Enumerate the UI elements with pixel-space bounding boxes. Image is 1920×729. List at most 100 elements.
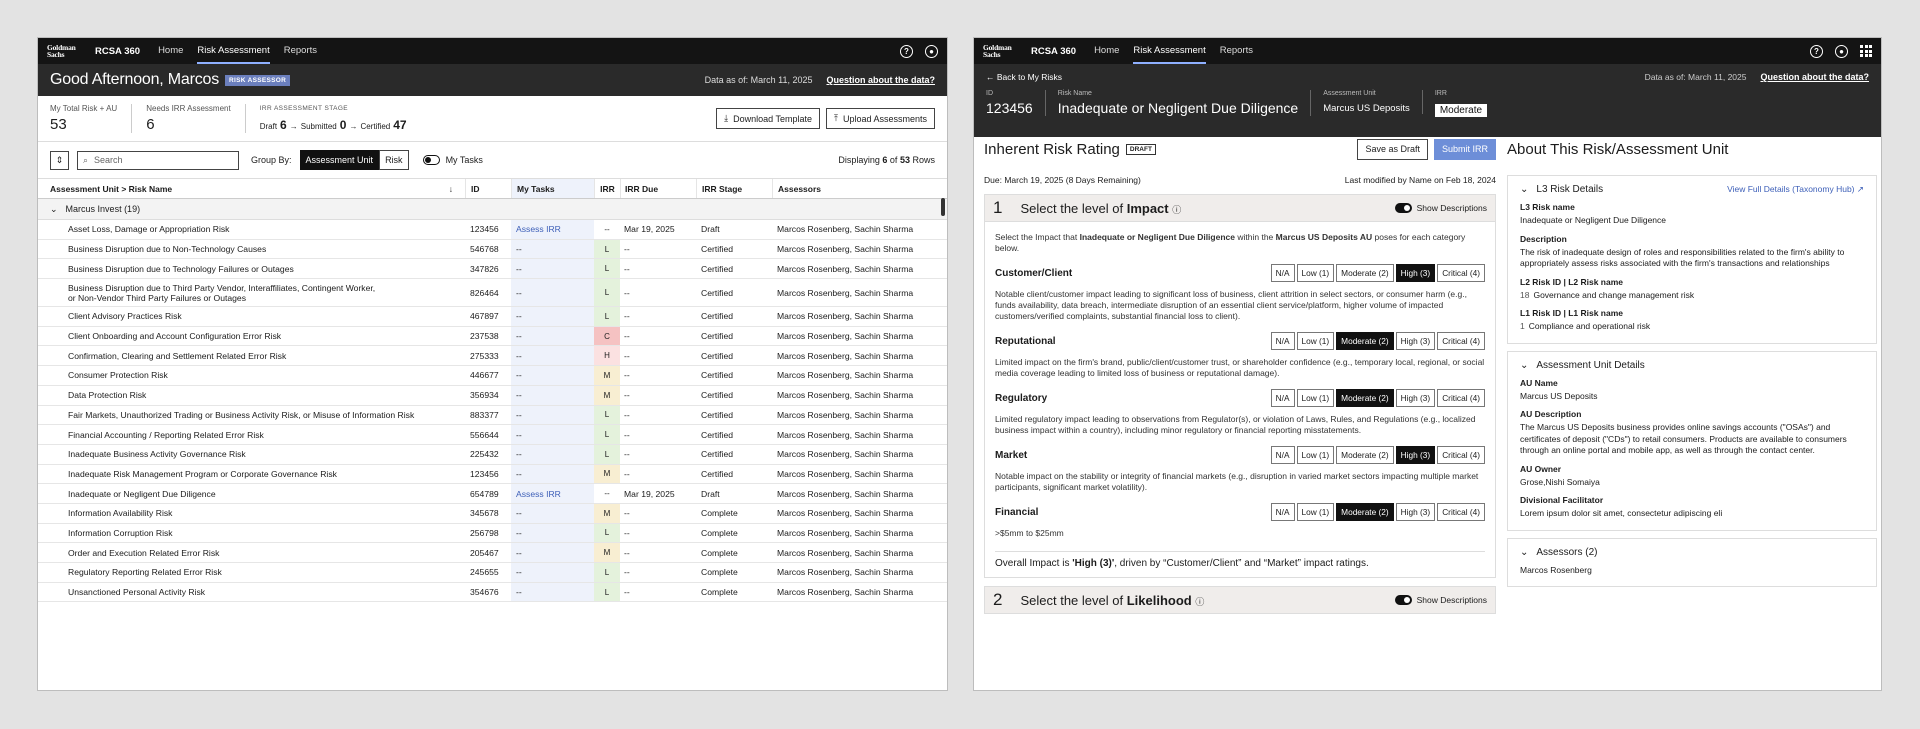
table-row[interactable]: Business Disruption due to Third Party V… (38, 279, 947, 308)
chevron-down-icon[interactable]: ⌄ (1520, 546, 1529, 558)
show-descriptions-toggle[interactable] (1394, 595, 1412, 605)
rating-option[interactable]: Critical (4) (1437, 264, 1485, 282)
table-row[interactable]: Unsanctioned Personal Activity Risk 35467… (38, 582, 947, 603)
table-row[interactable]: Asset Loss, Damage or Appropriation Risk… (38, 220, 947, 240)
rating-option[interactable]: N/A (1270, 389, 1295, 407)
goldman-sachs-logo[interactable]: Goldman Sachs (47, 43, 76, 59)
table-row[interactable]: Information Corruption Risk 256798 -- L -- Co… (38, 523, 947, 544)
impact-category: Reputational N/A Low (1) Moderate (2) High (… (995, 332, 1485, 379)
rating-option[interactable]: Critical (4) (1437, 446, 1485, 464)
nav-home[interactable]: Home (158, 45, 184, 56)
table-row[interactable]: Client Onboarding and Account Configurat… (38, 326, 947, 347)
stage-cell: Complete (701, 547, 738, 558)
show-descriptions-toggle[interactable] (1394, 203, 1412, 213)
chevron-down-icon[interactable]: ⌄ (1520, 184, 1529, 195)
nav-risk-assessment[interactable]: Risk Assessment (197, 38, 270, 64)
stage-cell: Certified (701, 449, 733, 460)
rating-option[interactable]: Critical (4) (1437, 389, 1485, 407)
question-link[interactable]: Question about the data? (1760, 72, 1869, 82)
rating-option[interactable]: N/A (1270, 503, 1295, 521)
group-by-risk[interactable]: Risk (379, 150, 409, 170)
back-link[interactable]: ← Back to My Risks (986, 72, 1063, 82)
group-by-assessment-unit[interactable]: Assessment Unit (299, 150, 380, 170)
irr-cell: -- (594, 484, 620, 503)
table-row[interactable]: Confirmation, Clearing and Settlement Re… (38, 346, 947, 367)
id-cell: 345678 (470, 508, 499, 519)
rating-option[interactable]: High (3) (1395, 446, 1436, 464)
rating-option[interactable]: Moderate (2) (1336, 389, 1394, 407)
nav-home[interactable]: Home (1094, 45, 1120, 56)
rating-option[interactable]: Low (1) (1296, 264, 1335, 282)
app-grid-icon[interactable] (1860, 45, 1872, 57)
rating-option[interactable]: Low (1) (1296, 389, 1335, 407)
data-as-of: Data as of: March 11, 2025 (1644, 72, 1747, 82)
nav-reports[interactable]: Reports (283, 45, 317, 56)
collapse-icon[interactable]: ⇕ (50, 150, 69, 170)
app-name[interactable]: RCSA 360 (95, 45, 141, 57)
table-row[interactable]: Business Disruption due to Non-Technolog… (38, 239, 947, 260)
table-row[interactable]: Inadequate or Negligent Due Diligence 654… (38, 484, 947, 504)
id-cell: 245655 (470, 567, 499, 578)
help-icon[interactable]: ? (1810, 44, 1823, 58)
table-row[interactable]: Inadequate Business Activity Governance … (38, 444, 947, 465)
irr-due-cell: -- (624, 587, 630, 598)
rating-option[interactable]: High (3) (1395, 389, 1436, 407)
question-link[interactable]: Question about the data? (826, 75, 935, 85)
save-draft-button[interactable]: Save as Draft (1357, 138, 1428, 160)
rating-option[interactable]: Moderate (2) (1336, 446, 1394, 464)
scrollbar[interactable] (941, 198, 945, 216)
user-icon[interactable]: ● (925, 44, 938, 58)
group-row[interactable]: ⌄ Marcus Invest (19) (38, 199, 947, 220)
top-nav: Goldman Sachs RCSA 360 Home Risk Assessme… (38, 38, 947, 64)
rating-option[interactable]: N/A (1270, 332, 1295, 350)
task-cell[interactable]: Assess IRR (511, 220, 594, 239)
irr-cell: L (594, 444, 620, 464)
table-row[interactable]: Client Advisory Practices Risk 467897 -- L -… (38, 307, 947, 327)
rating-option[interactable]: Moderate (2) (1336, 264, 1394, 282)
user-icon[interactable]: ● (1835, 44, 1848, 58)
arrow-right-icon: → (289, 122, 298, 131)
rating-option[interactable]: Moderate (2) (1336, 503, 1394, 521)
download-template-button[interactable]: ⤓ Download Template (716, 108, 820, 129)
table-row[interactable]: Fair Markets, Unauthorized Trading or Bu… (38, 405, 947, 426)
rating-option[interactable]: Low (1) (1296, 446, 1335, 464)
help-icon[interactable]: ? (900, 44, 913, 58)
search-input[interactable]: ⌕ Search (77, 150, 239, 170)
table-row[interactable]: Consumer Protection Risk 446677 -- M -- Certi… (38, 366, 947, 386)
upload-assessments-button[interactable]: ⤒ Upload Assessments (825, 108, 935, 129)
table-row[interactable]: Financial Accounting / Reporting Related… (38, 425, 947, 445)
table-row[interactable]: Inadequate Risk Management Program or Co… (38, 464, 947, 485)
irr-rating: M (594, 385, 620, 405)
chevron-down-icon[interactable]: ⌄ (1520, 359, 1529, 371)
detail-screen: Goldman Sachs RCSA 360 Home Risk Assessme… (973, 37, 1882, 691)
risk-name-cell: Asset Loss, Damage or Appropriation Risk (68, 224, 230, 235)
table-row[interactable]: Regulatory Reporting Related Error Risk 2… (38, 563, 947, 583)
rating-option[interactable]: High (3) (1395, 332, 1436, 350)
rating-option[interactable]: Critical (4) (1437, 332, 1485, 350)
rating-option[interactable]: Low (1) (1296, 503, 1335, 521)
table-row[interactable]: Data Protection Risk 356934 -- M -- Certified… (38, 385, 947, 406)
rating-option[interactable]: Moderate (2) (1336, 332, 1394, 350)
table-row[interactable]: Business Disruption due to Technology Fa… (38, 259, 947, 280)
taxonomy-hub-link[interactable]: View Full Details (Taxonomy Hub) ↗ (1727, 184, 1864, 194)
rating-option[interactable]: High (3) (1395, 503, 1436, 521)
rating-option[interactable]: N/A (1270, 264, 1295, 282)
rating-option[interactable]: N/A (1270, 446, 1295, 464)
rating-option[interactable]: Critical (4) (1437, 503, 1485, 521)
irr-cell: L (594, 582, 620, 602)
irr-cell: L (594, 239, 620, 259)
last-modified: Last modified by Name on Feb 18, 2024 (1344, 175, 1496, 185)
nav-risk-assessment[interactable]: Risk Assessment (1133, 38, 1206, 64)
submit-irr-button[interactable]: Submit IRR (1433, 138, 1496, 160)
app-name[interactable]: RCSA 360 (1031, 45, 1077, 57)
table-row[interactable]: Information Availability Risk 345678 -- M --… (38, 503, 947, 524)
risk-name-cell: Order and Execution Related Error Risk (68, 547, 220, 558)
rating-option[interactable]: Low (1) (1296, 332, 1335, 350)
my-tasks-toggle[interactable] (422, 155, 440, 165)
rating-option[interactable]: High (3) (1395, 264, 1436, 282)
table-row[interactable]: Order and Execution Related Error Risk 20… (38, 543, 947, 563)
irr-rating: -- (604, 489, 610, 499)
task-cell[interactable]: Assess IRR (511, 484, 594, 503)
nav-reports[interactable]: Reports (1219, 45, 1253, 56)
goldman-sachs-logo[interactable]: Goldman Sachs (983, 43, 1012, 59)
